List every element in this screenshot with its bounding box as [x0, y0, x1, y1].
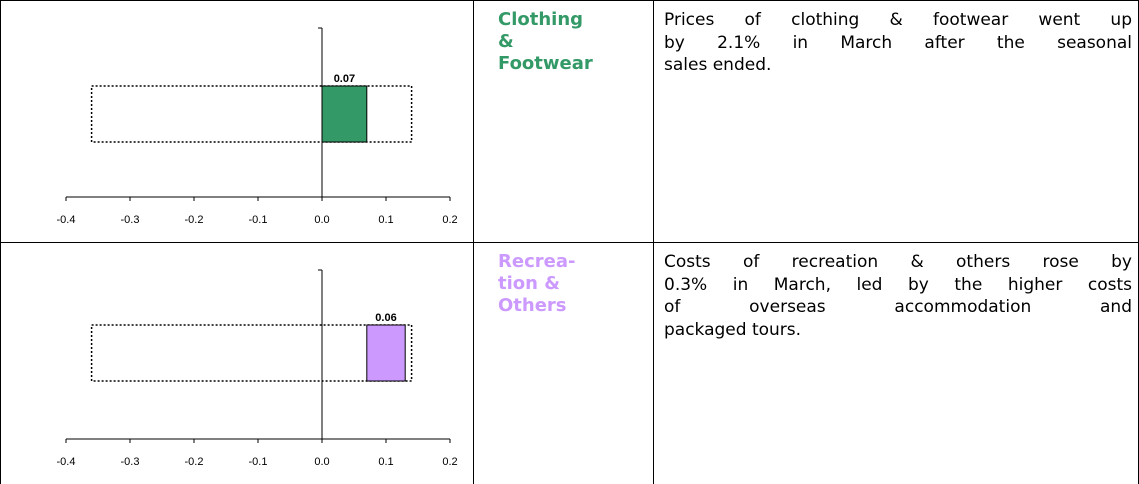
x-tick-label: 0.0 [314, 214, 329, 226]
description-line: 0.3% in March, led by the higher costs [664, 274, 1132, 295]
description-line: sales ended. [664, 55, 772, 75]
value-label: 0.06 [375, 312, 396, 324]
bar [321, 85, 368, 143]
category-label: Footwear [498, 53, 593, 74]
x-tick-label: 0.0 [314, 456, 329, 468]
description-line: of overseas accommodation and [664, 297, 1132, 317]
category-label: Others [498, 295, 567, 316]
x-tick-label: -0.4 [57, 214, 76, 226]
bar [366, 324, 406, 382]
label-cell: Recrea-tion & Others [473, 242, 654, 484]
x-tick-label: -0.3 [121, 214, 140, 226]
description-line: by 2.1% in March after the seasonal [664, 32, 1132, 53]
category-label: tion & [498, 273, 560, 294]
text-cell: Prices of clothing & footwear went up by … [653, 0, 1139, 243]
description-line: packaged tours. [664, 319, 802, 340]
description-line: Prices of clothing & footwear went up [664, 10, 1132, 30]
x-tick-label: -0.1 [249, 456, 268, 468]
range-box [90, 324, 413, 382]
x-tick-label: 0.1 [378, 456, 393, 468]
x-tick-label: -0.4 [57, 456, 76, 468]
category-label: Recrea- [498, 251, 576, 272]
x-tick-label: 0.2 [442, 456, 457, 468]
label-cell: Clothing & Footwear [473, 0, 654, 243]
description-line: Costs of recreation & others rose by [664, 252, 1132, 272]
x-tick-label: -0.2 [185, 214, 204, 226]
range-box [90, 85, 413, 143]
category-label: Clothing [498, 9, 584, 30]
text-cell: Costs of recreation & others rose by 0.3%… [653, 242, 1139, 484]
chart-cell: -0.4 -0.3 -0.2 -0.1 0.0 0.1 0.2 0.06 [0, 242, 474, 484]
mini-chart: -0.4 -0.3 -0.2 -0.1 0.0 0.1 0.2 0.07 [57, 27, 458, 226]
x-tick-label: 0.1 [378, 214, 393, 226]
value-label: 0.07 [334, 73, 355, 85]
x-tick-label: 0.2 [442, 214, 457, 226]
x-tick-label: -0.2 [185, 456, 204, 468]
chart-cell: -0.4 -0.3 -0.2 -0.1 0.0 0.1 0.2 0.07 [0, 0, 474, 243]
mini-chart: -0.4 -0.3 -0.2 -0.1 0.0 0.1 0.2 0.06 [57, 269, 458, 468]
category-label: & [498, 31, 514, 52]
x-tick-label: -0.1 [249, 214, 268, 226]
x-tick-label: -0.3 [121, 456, 140, 468]
